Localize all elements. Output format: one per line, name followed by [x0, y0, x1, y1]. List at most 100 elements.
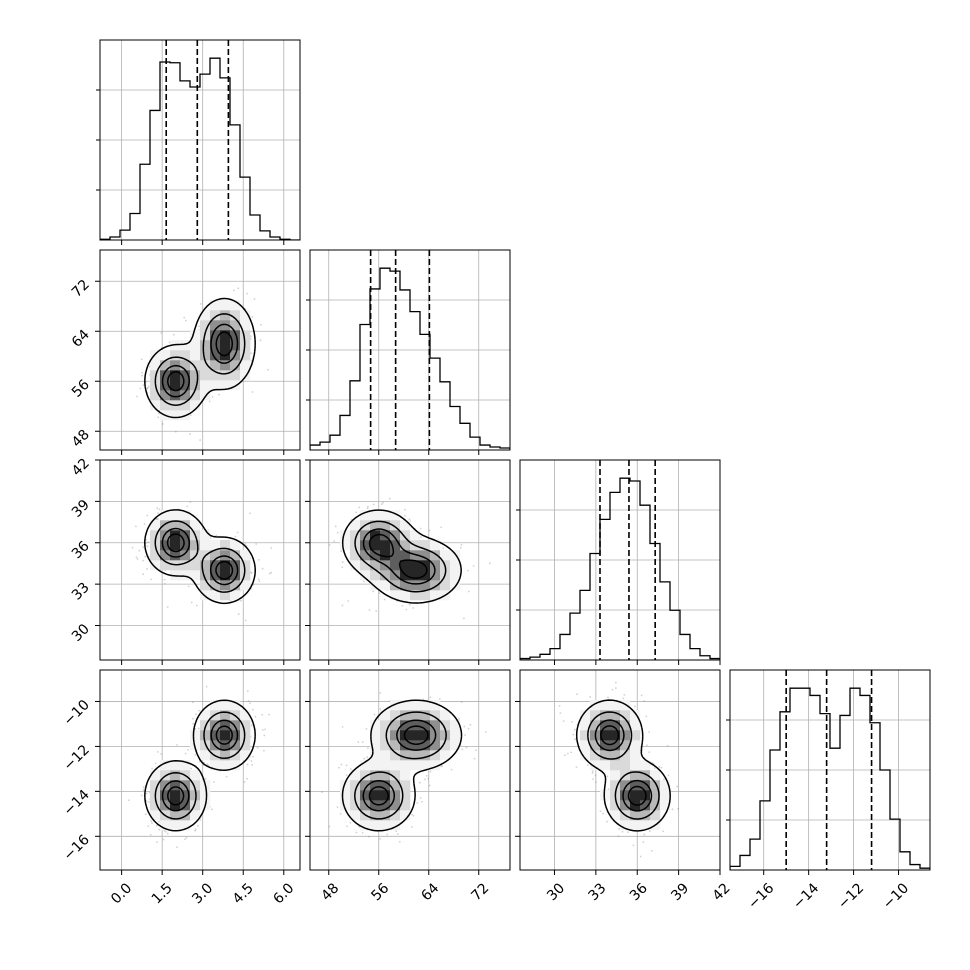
density-cell: [440, 740, 451, 751]
x-tick-label: 6.0: [270, 880, 297, 907]
scatter-point: [648, 830, 651, 833]
density-cell: [380, 710, 391, 721]
scatter-point: [135, 556, 138, 559]
density-cell: [230, 360, 241, 371]
histogram-2: [520, 477, 720, 660]
density-cell: [230, 700, 241, 711]
scatter-point: [160, 753, 163, 755]
scatter-point: [144, 555, 147, 558]
density-cell: [630, 710, 641, 721]
scatter-point: [166, 832, 169, 835]
density-cell: [170, 540, 181, 551]
density-cell: [420, 700, 431, 711]
density-cell: [590, 740, 601, 751]
density-cell: [630, 740, 641, 751]
scatter-point: [650, 849, 653, 852]
density-cell: [150, 770, 161, 781]
density-cell: [170, 410, 181, 421]
scatter-point: [251, 708, 254, 711]
scatter-point: [591, 772, 594, 774]
contours: [144, 297, 256, 419]
scatter-point: [576, 693, 578, 696]
scatter-point: [243, 781, 246, 783]
density-cell: [380, 540, 391, 551]
density-cell: [190, 730, 201, 741]
density-cell: [620, 760, 631, 771]
density-cell: [200, 350, 211, 361]
density-cell: [620, 720, 631, 731]
density-cell: [360, 800, 371, 811]
scatter-point: [459, 546, 462, 549]
density-cell: [630, 770, 641, 781]
density-cell: [200, 730, 211, 741]
density-cell: [170, 780, 181, 791]
density-cell: [150, 550, 161, 561]
scatter-point: [138, 549, 141, 552]
density-cell: [370, 810, 381, 821]
scatter-point: [204, 777, 207, 780]
scatter-point: [607, 696, 609, 699]
scatter-point: [591, 770, 594, 773]
density-cell: [150, 810, 161, 821]
density-cell: [610, 780, 621, 791]
scatter-point: [355, 831, 358, 834]
contour-level-0: [575, 699, 671, 832]
density-cell: [430, 590, 441, 601]
density-cell: [650, 770, 661, 781]
density-cell: [200, 380, 211, 391]
density-cell: [390, 730, 401, 741]
scatter-point: [250, 724, 253, 727]
scatter-point: [606, 775, 609, 778]
scatter-point: [160, 332, 163, 334]
density-cell: [210, 700, 221, 711]
scatter-point: [564, 754, 566, 757]
scatter-point: [247, 699, 250, 702]
density-cell: [170, 510, 181, 521]
scatter-point: [667, 774, 670, 777]
density-cell: [620, 790, 631, 801]
density-cell: [220, 760, 231, 771]
density-cell: [170, 550, 181, 561]
scatter-point: [149, 833, 152, 836]
density-cell: [380, 570, 391, 581]
density-cell: [630, 820, 641, 831]
scatter-point: [419, 796, 422, 799]
density-cell: [620, 800, 631, 811]
density-cell: [590, 720, 601, 731]
scatter-point: [460, 543, 463, 546]
scatter-point: [186, 505, 189, 508]
density-cell: [630, 810, 641, 821]
scatter-point: [255, 543, 258, 545]
scatter-point: [573, 728, 576, 731]
density-cell: [180, 340, 191, 351]
scatter-point: [586, 764, 589, 766]
density-cell: [220, 590, 231, 601]
density-cell: [220, 570, 231, 581]
contour-level-1: [154, 313, 246, 406]
density-cell: [160, 560, 171, 571]
scatter-point: [623, 693, 626, 696]
density-cell: [240, 750, 251, 761]
contour-level-0: [144, 297, 256, 419]
density-cell: [640, 800, 651, 811]
scatter-point: [677, 807, 679, 810]
density-cell: [200, 790, 211, 801]
density-cell: [380, 530, 391, 541]
density-cell: [350, 530, 361, 541]
density-cell: [240, 710, 251, 721]
density-cell: [360, 760, 371, 771]
scatter-point: [571, 721, 573, 723]
scatter-point: [144, 813, 147, 816]
density-cell: [620, 750, 631, 761]
scatter-point: [461, 748, 464, 751]
contour-level-0: [341, 509, 462, 604]
density-cell: [240, 720, 251, 731]
density-cell: [450, 740, 461, 751]
scatter-point: [382, 501, 384, 504]
x-tick-label: 36: [627, 880, 651, 904]
scatter-point: [151, 767, 153, 770]
contours: [341, 699, 463, 832]
density-cell: [380, 820, 391, 831]
scatter-point: [653, 767, 656, 770]
scatter-point: [573, 738, 576, 740]
